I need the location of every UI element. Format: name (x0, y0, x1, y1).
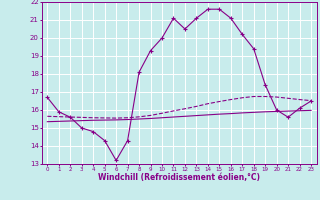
X-axis label: Windchill (Refroidissement éolien,°C): Windchill (Refroidissement éolien,°C) (98, 173, 260, 182)
